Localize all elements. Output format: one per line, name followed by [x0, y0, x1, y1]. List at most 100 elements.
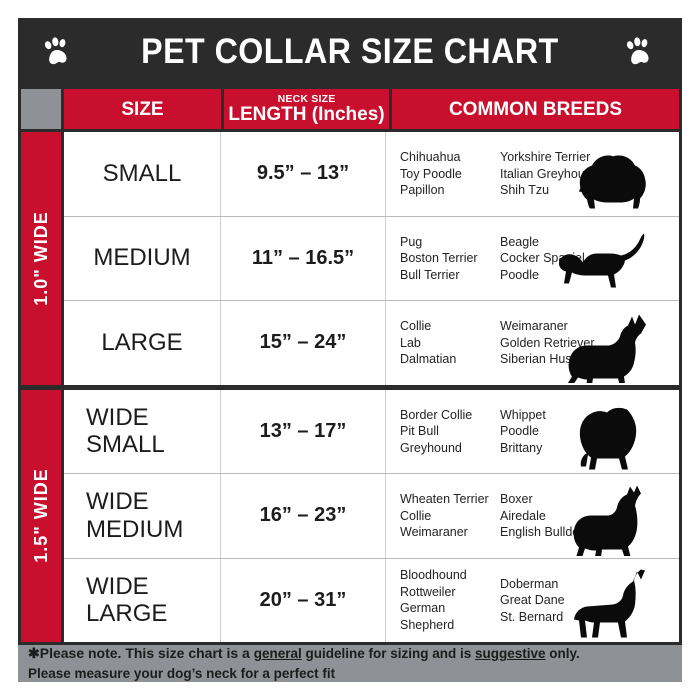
- header-spacer-cell: [21, 89, 61, 129]
- breed-item: Whippet: [500, 407, 546, 422]
- width-label-1-5-text: 1.5" WIDE: [30, 468, 51, 564]
- breed-item: Beagle: [500, 234, 539, 249]
- cell-length: 16” – 23”: [221, 474, 386, 558]
- cell-breeds: Chihuahua Toy Poodle Papillon Yorkshire …: [386, 132, 679, 216]
- cell-size: WIDE MEDIUM: [64, 474, 221, 558]
- size-label-line1: WIDE: [86, 572, 149, 600]
- breed-item: Yorkshire Terrier: [500, 150, 591, 164]
- table-row[interactable]: WIDE LARGE 20” – 31” Bloodhound Rottweil…: [64, 558, 679, 643]
- size-label-line2: LARGE: [86, 600, 168, 628]
- footer-note: ✱Please note. This size chart is a gener…: [18, 642, 682, 682]
- breed-item: German Shepherd: [400, 601, 455, 632]
- breed-item: Weimaraner: [400, 525, 468, 539]
- size-rows: SMALL 9.5” – 13” Chihuahua Toy Poodle Pa…: [64, 132, 679, 642]
- breed-item: Toy Poodle: [400, 166, 462, 181]
- breed-item: Dalmatian: [400, 352, 457, 366]
- breed-item: Lab: [400, 335, 421, 350]
- size-label-line2: SMALL: [86, 431, 165, 459]
- breed-item: Airedale: [500, 508, 546, 523]
- column-header-length: NECK SIZE LENGTH (Inches): [224, 89, 389, 129]
- column-header-size: SIZE: [64, 89, 221, 129]
- group-divider: [64, 384, 679, 390]
- breed-column-2: Whippet Poodle Brittany: [500, 407, 615, 457]
- cell-size: WIDE LARGE: [64, 558, 221, 642]
- breed-item: Bloodhound: [400, 568, 467, 583]
- breed-item: Pit Bull: [400, 424, 439, 438]
- group-divider: [21, 384, 61, 390]
- breed-item: Pug: [400, 234, 423, 249]
- breed-column-2: Yorkshire Terrier Italian Greyhound Shih…: [500, 149, 615, 199]
- breed-item: Siberian Husky: [500, 352, 585, 366]
- table-row[interactable]: SMALL 9.5” – 13” Chihuahua Toy Poodle Pa…: [64, 132, 679, 217]
- breed-item: Wheaten Terrier: [400, 492, 489, 506]
- table-body: 1.0" WIDE 1.5" WIDE SMALL 9.5” – 13”: [21, 132, 679, 642]
- chart-header: PET COLLAR SIZE CHART: [18, 18, 682, 86]
- breed-item: Brittany: [500, 440, 543, 455]
- table-row[interactable]: WIDE SMALL 13” – 17” Border Collie Pit B…: [64, 389, 679, 474]
- size-label: SMALL: [102, 159, 182, 187]
- breed-item: Poodle: [500, 267, 539, 282]
- breed-column-1: Collie Lab Dalmatian: [400, 318, 500, 368]
- breed-item: Weimaraner: [500, 319, 568, 333]
- size-label: MEDIUM: [93, 244, 191, 272]
- breed-column-2: Beagle Cocker Spaniel Poodle: [500, 234, 615, 284]
- breed-item: Italian Greyhound: [500, 166, 599, 181]
- column-header-length-inches: LENGTH (Inches): [228, 104, 385, 126]
- cell-breeds: Wheaten Terrier Collie Weimaraner Boxer …: [386, 474, 679, 558]
- width-label-column: 1.0" WIDE 1.5" WIDE: [21, 132, 61, 642]
- breed-item: Collie: [400, 319, 432, 333]
- cell-length: 13” – 17”: [221, 389, 386, 473]
- cell-length: 20” – 31”: [221, 558, 386, 642]
- footer-line-1: ✱Please note. This size chart is a gener…: [28, 643, 682, 664]
- breed-item: Doberman: [500, 576, 559, 591]
- breed-item: Shih Tzu: [500, 183, 550, 197]
- breed-item: Rottweiler: [400, 584, 456, 599]
- paw-print-icon: [40, 35, 74, 69]
- width-label-1-5: 1.5" WIDE: [21, 389, 61, 642]
- breed-column-1: Pug Boston Terrier Bull Terrier: [400, 234, 500, 284]
- cell-breeds: Bloodhound Rottweiler German Shepherd Do…: [386, 559, 679, 643]
- cell-size: SMALL: [64, 132, 221, 216]
- breed-item: Border Collie: [400, 407, 473, 422]
- breed-column-2: Doberman Great Dane St. Bernard: [500, 576, 615, 626]
- size-label-line1: WIDE: [86, 403, 149, 431]
- breed-column-1: Wheaten Terrier Collie Weimaraner: [400, 491, 500, 541]
- footer-text-mid: guideline for sizing and is: [301, 646, 476, 662]
- size-chart-table: SIZE NECK SIZE LENGTH (Inches) COMMON BR…: [18, 86, 682, 642]
- breed-item: Cocker Spaniel: [500, 251, 585, 265]
- breed-column-1: Chihuahua Toy Poodle Papillon: [400, 149, 500, 199]
- breed-item: Bull Terrier: [400, 267, 460, 282]
- cell-breeds: Collie Lab Dalmatian Weimaraner Golden R…: [386, 301, 679, 385]
- cell-size: WIDE SMALL: [64, 389, 221, 473]
- breed-item: Poodle: [500, 424, 539, 438]
- size-label: LARGE: [101, 328, 183, 356]
- size-label-line2: MEDIUM: [86, 515, 184, 543]
- breed-item: Papillon: [400, 183, 445, 197]
- table-row[interactable]: WIDE MEDIUM 16” – 23” Wheaten Terrier Co…: [64, 474, 679, 559]
- breed-column-2: Boxer Airedale English Bulldog: [500, 491, 615, 541]
- breed-item: Boston Terrier: [400, 251, 478, 265]
- footer-underline-general: general: [253, 646, 302, 662]
- size-label-line1: WIDE: [86, 488, 149, 516]
- cell-size: LARGE: [64, 301, 221, 385]
- width-label-1-0: 1.0" WIDE: [21, 132, 61, 385]
- page-title: PET COLLAR SIZE CHART: [141, 32, 559, 71]
- table-row[interactable]: LARGE 15” – 24” Collie Lab Dalmatian Wei…: [64, 301, 679, 385]
- breed-item: Great Dane: [500, 593, 565, 607]
- breed-column-2: Weimaraner Golden Retriever Siberian Hus…: [500, 318, 615, 368]
- breed-item: St. Bernard: [500, 609, 564, 624]
- footer-underline-suggestive: suggestive: [475, 646, 546, 662]
- breed-column-1: Border Collie Pit Bull Greyhound: [400, 407, 500, 457]
- table-row[interactable]: MEDIUM 11” – 16.5” Pug Boston Terrier Bu…: [64, 216, 679, 301]
- breed-item: Boxer: [500, 492, 533, 506]
- footer-text-end: only.: [545, 646, 580, 662]
- breed-column-1: Bloodhound Rottweiler German Shepherd: [400, 567, 500, 633]
- column-header-common-breeds: COMMON BREEDS: [392, 89, 679, 129]
- pet-collar-size-chart: PET COLLAR SIZE CHART SIZE NECK SIZE LEN…: [18, 18, 682, 682]
- width-label-1-0-text: 1.0" WIDE: [30, 210, 51, 306]
- cell-length: 9.5” – 13”: [221, 132, 386, 216]
- breed-item: Greyhound: [400, 440, 462, 455]
- cell-breeds: Border Collie Pit Bull Greyhound Whippet…: [386, 390, 679, 474]
- breed-item: English Bulldog: [500, 525, 587, 539]
- breed-item: Golden Retriever: [500, 335, 595, 350]
